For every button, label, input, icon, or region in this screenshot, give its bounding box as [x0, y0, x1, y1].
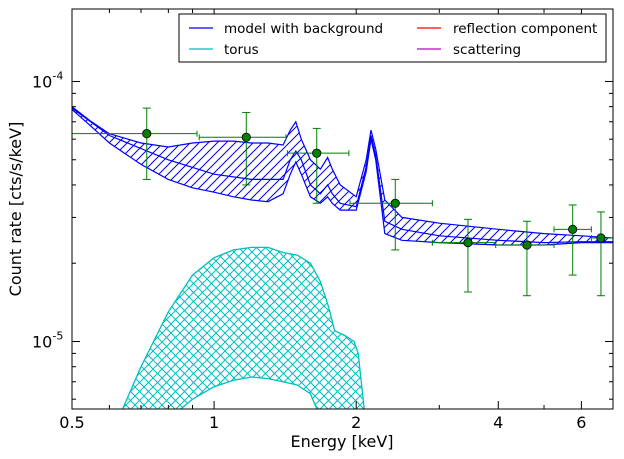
data-point-5: [495, 220, 555, 297]
x-axis-label: Energy [keV]: [290, 432, 393, 451]
x-tick-label: 4: [493, 413, 503, 432]
data-point-marker: [568, 224, 578, 234]
legend: model with background torus reflection c…: [178, 13, 607, 63]
torus-upper-line: [122, 246, 365, 409]
data-point-marker: [596, 233, 606, 243]
data-point-7: [590, 211, 613, 297]
data-point-marker: [312, 148, 322, 158]
data-point-3: [349, 178, 433, 251]
series-layer: [72, 106, 613, 409]
torus-lower-line: [180, 376, 318, 409]
data-point-2: [286, 127, 350, 204]
model-band-fill: [72, 106, 613, 245]
model-lower-line: [72, 109, 613, 246]
x-tick-label: 1: [209, 413, 219, 432]
data-point-marker: [522, 240, 532, 250]
data-point-marker: [241, 132, 251, 142]
torus-band-fill: [122, 247, 365, 409]
legend-label-scattering: scattering: [453, 42, 521, 58]
data-point-0: [72, 107, 198, 180]
plot-frame: [71, 8, 614, 410]
x-tick-label: 6: [576, 413, 586, 432]
model-middle-line: [72, 107, 613, 244]
y-axis-label: Count rate [cts/s/keV]: [6, 122, 25, 297]
x-tick-label: 0.5: [59, 413, 84, 432]
data-point-marker: [463, 238, 473, 248]
data-point-1: [198, 111, 287, 186]
data-point-marker: [142, 129, 152, 139]
y-tick-label: 10-5: [32, 329, 63, 351]
legend-label-reflection: reflection component: [453, 21, 597, 37]
model-upper-line: [72, 106, 613, 239]
x-tick-label: 2: [351, 413, 361, 432]
data-point-6: [553, 204, 592, 276]
legend-label-model: model with background: [224, 21, 383, 37]
data-points-layer: [72, 107, 613, 297]
y-tick-label: 10-4: [32, 69, 63, 91]
data-point-marker: [390, 198, 400, 208]
legend-box: [178, 13, 607, 63]
ticks-layer: 0.5 1 2 4 6 10-4 10-5: [32, 9, 614, 432]
legend-label-torus: torus: [224, 42, 259, 58]
